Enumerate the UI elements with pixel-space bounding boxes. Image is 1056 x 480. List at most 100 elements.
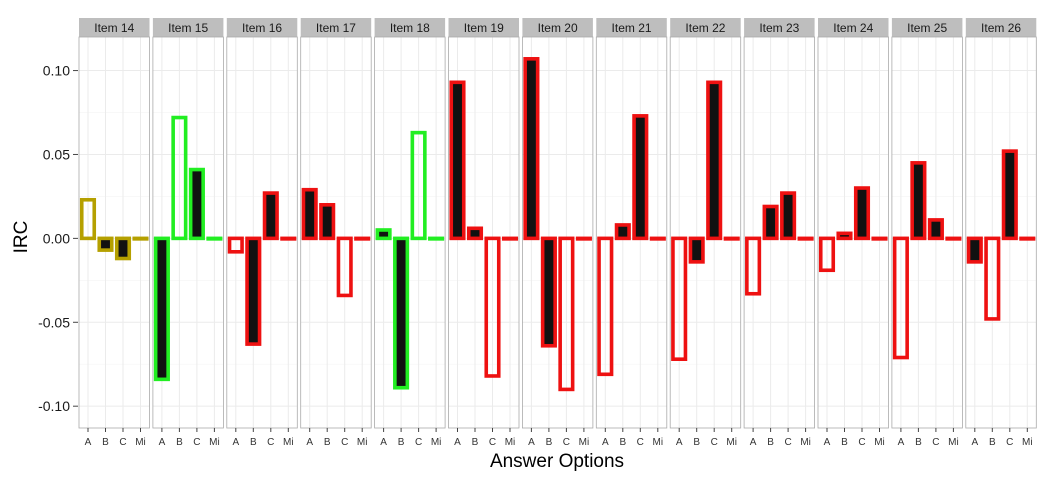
facet-strip-label: Item 23 xyxy=(759,21,799,35)
facet-panel: Item 16 A B C Mi xyxy=(226,18,298,448)
bar xyxy=(280,236,297,241)
bar xyxy=(501,236,519,241)
strip-background xyxy=(818,18,889,37)
bar xyxy=(466,226,484,241)
bar xyxy=(171,115,188,241)
bar xyxy=(836,231,853,241)
strip-background xyxy=(891,18,963,37)
bar xyxy=(245,236,262,346)
strip-background xyxy=(300,18,372,37)
strip-background xyxy=(596,18,667,37)
x-tick-label: A xyxy=(85,437,92,448)
x-tick-label: Mi xyxy=(357,437,368,448)
facet-strip-label: Item 26 xyxy=(981,21,1021,35)
y-axis: 0.10 0.05 0.00 -0.05 -0.10 xyxy=(38,63,78,414)
strip-background xyxy=(79,18,150,37)
facet-strip-label: Item 19 xyxy=(464,21,504,35)
y-tick-label: 0.10 xyxy=(43,63,70,79)
panel-background xyxy=(670,37,741,428)
facet-panel: Item 22 A B C Mi xyxy=(669,18,742,448)
x-tick-label: Mi xyxy=(874,437,885,448)
x-tick-label: B xyxy=(324,437,331,448)
bar xyxy=(188,167,205,241)
x-tick-label: C xyxy=(637,437,644,448)
x-tick-label: A xyxy=(528,437,535,448)
bar xyxy=(301,187,318,241)
y-tick-label: -0.10 xyxy=(38,398,70,414)
x-tick-label: Mi xyxy=(209,437,220,448)
x-tick-label: C xyxy=(563,437,570,448)
x-tick-label: Mi xyxy=(283,437,294,448)
bar xyxy=(723,236,740,241)
x-tick-label: B xyxy=(102,437,109,448)
panel-border xyxy=(743,36,815,429)
x-tick-label: B xyxy=(398,437,405,448)
bar xyxy=(1001,149,1018,241)
panel-border xyxy=(522,36,594,429)
strip-background xyxy=(522,18,593,37)
x-tick-label: C xyxy=(932,437,939,448)
x-tick-label: C xyxy=(711,437,718,448)
bar xyxy=(649,236,666,241)
bar xyxy=(97,236,114,252)
x-tick-label: C xyxy=(784,437,791,448)
facet-panel: Item 24 A B C Mi xyxy=(817,18,889,448)
x-tick-label: B xyxy=(472,437,479,448)
x-tick-label: Mi xyxy=(726,437,737,448)
bar xyxy=(79,197,97,241)
bar xyxy=(818,236,836,273)
x-tick-label: A xyxy=(232,437,239,448)
x-tick-label: B xyxy=(767,437,774,448)
bar xyxy=(336,236,353,298)
x-tick-label: C xyxy=(119,437,126,448)
bar xyxy=(762,204,779,241)
x-tick-label: Mi xyxy=(505,437,516,448)
x-tick-label: C xyxy=(267,437,274,448)
facet-panel: Item 17 A B C Mi xyxy=(300,18,372,448)
bar xyxy=(114,236,132,261)
panel-border xyxy=(595,36,668,429)
facet-strip-label: Item 21 xyxy=(612,21,652,35)
bar xyxy=(966,236,983,264)
x-tick-label: Mi xyxy=(431,437,442,448)
bar xyxy=(597,236,614,377)
panel-border xyxy=(669,36,742,429)
bar xyxy=(354,236,371,241)
bar xyxy=(540,236,557,348)
panel-border xyxy=(448,36,520,429)
facet-strip-label: Item 18 xyxy=(390,21,430,35)
y-tick-label: 0.00 xyxy=(43,230,70,246)
bar xyxy=(558,236,575,392)
bar xyxy=(319,203,336,241)
x-tick-label: Mi xyxy=(579,437,590,448)
bar xyxy=(410,130,427,241)
x-tick-label: C xyxy=(193,437,200,448)
x-tick-label: C xyxy=(415,437,422,448)
bar xyxy=(706,80,723,241)
x-axis-title: Answer Options xyxy=(490,451,624,472)
bar xyxy=(575,236,592,241)
x-tick-label: A xyxy=(159,437,166,448)
facet-panel: Item 19 A B C Mi xyxy=(448,18,520,448)
facet-strip-label: Item 17 xyxy=(316,21,356,35)
x-tick-label: C xyxy=(341,437,348,448)
x-tick-label: B xyxy=(915,437,922,448)
x-tick-label: C xyxy=(858,437,865,448)
y-axis-title: IRC xyxy=(11,221,32,254)
facet-strip-label: Item 25 xyxy=(907,21,947,35)
strip-background xyxy=(152,18,224,37)
strip-background xyxy=(744,18,815,37)
bar xyxy=(945,236,962,241)
strip-background xyxy=(670,18,741,37)
facet-panel: Item 18 A B C Mi xyxy=(374,18,446,448)
bar xyxy=(428,236,445,241)
x-tick-label: A xyxy=(971,437,978,448)
facet-panel: Item 26 A B C Mi xyxy=(965,18,1037,448)
panel-border xyxy=(374,36,446,429)
bar xyxy=(632,114,649,241)
x-tick-label: A xyxy=(306,437,313,448)
panel-border xyxy=(226,36,298,429)
bar xyxy=(375,228,392,241)
panel-border xyxy=(965,36,1037,429)
